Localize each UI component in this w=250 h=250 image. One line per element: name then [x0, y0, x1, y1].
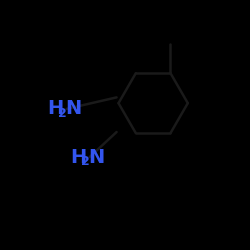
- Text: H: H: [70, 148, 87, 167]
- Text: 2: 2: [58, 107, 66, 120]
- Text: N: N: [65, 100, 81, 118]
- Text: 2: 2: [81, 155, 90, 168]
- Text: N: N: [88, 148, 104, 167]
- Text: H: H: [47, 100, 64, 118]
